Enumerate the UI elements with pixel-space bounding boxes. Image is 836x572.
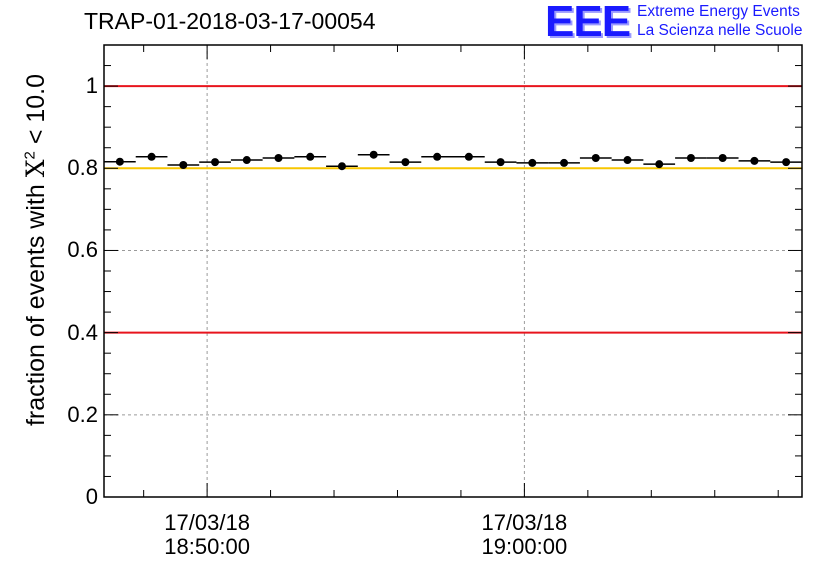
data-point xyxy=(211,158,220,167)
y-tick-label: 0 xyxy=(85,484,98,509)
x-tick-date: 17/03/18 xyxy=(164,510,250,535)
data-point xyxy=(369,150,378,159)
data-point xyxy=(401,158,410,167)
data-point xyxy=(718,154,727,162)
data-point xyxy=(655,160,664,169)
data-point xyxy=(147,152,156,161)
logo-caption: Extreme Energy Events La Scienza nelle S… xyxy=(637,2,802,40)
data-point xyxy=(496,158,505,167)
y-tick-label: 0.6 xyxy=(67,237,98,263)
data-point xyxy=(274,154,283,162)
data-point xyxy=(623,156,632,165)
x-tick-label: 17/03/18 19:00:00 xyxy=(482,511,568,559)
data-point xyxy=(686,154,695,162)
data-point xyxy=(337,162,346,171)
x-tick-date: 17/03/18 xyxy=(481,510,568,535)
logo-caption-line2: La Scienza nelle Scuole xyxy=(637,22,803,39)
x-tick-time: 18:50:00 xyxy=(164,534,250,559)
data-point xyxy=(179,160,188,169)
data-point xyxy=(242,156,251,165)
x-tick-time: 19:00:00 xyxy=(481,534,568,559)
plot-frame xyxy=(103,44,803,498)
data-point xyxy=(464,152,473,161)
data-point xyxy=(560,158,569,167)
data-point xyxy=(433,152,442,161)
y-tick-label: 0.2 xyxy=(67,401,98,427)
data-point xyxy=(782,158,791,167)
x-tick-label: 17/03/18 18:50:00 xyxy=(164,511,250,559)
logo-caption-line1: Extreme Energy Events xyxy=(637,3,800,20)
data-point xyxy=(115,157,124,166)
y-tick-label: 0.4 xyxy=(67,319,98,345)
data-point xyxy=(306,152,315,161)
data-point xyxy=(591,154,600,162)
data-point xyxy=(750,156,759,165)
chart-title: TRAP-01-2018-03-17-00054 xyxy=(84,8,376,34)
y-tick-label: 0.8 xyxy=(67,155,98,181)
y-tick-label: 1 xyxy=(85,73,98,99)
eee-logo: EEE xyxy=(545,0,631,46)
data-point xyxy=(528,158,537,167)
